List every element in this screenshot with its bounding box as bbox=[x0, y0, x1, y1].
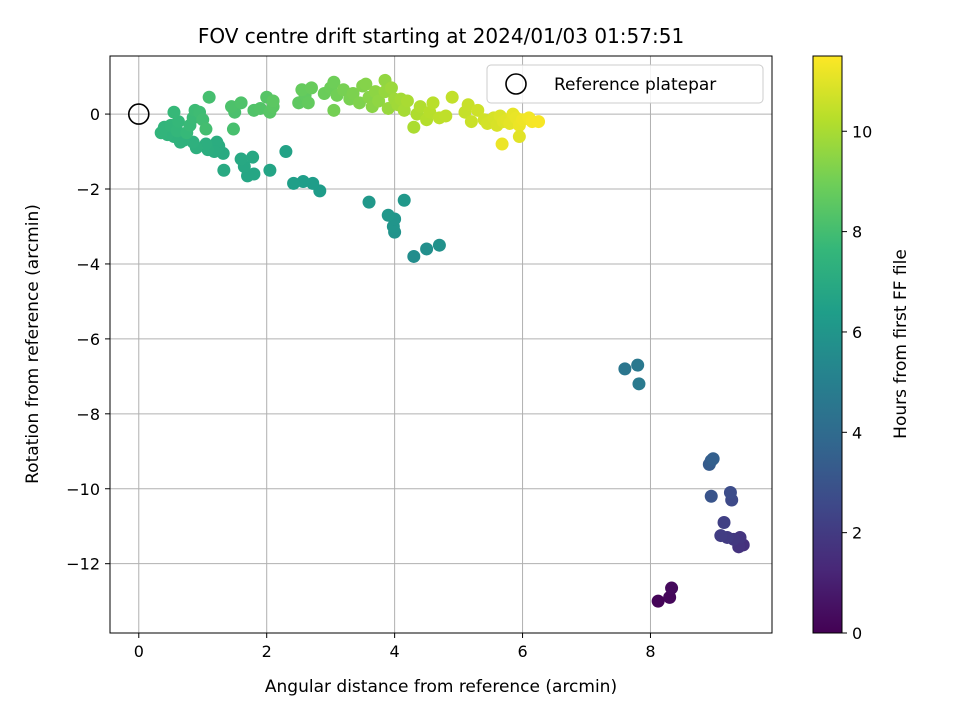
scatter-point bbox=[714, 529, 728, 543]
y-tick-label: −12 bbox=[66, 555, 100, 574]
x-axis-label: Angular distance from reference (arcmin) bbox=[265, 677, 617, 697]
y-axis-ticks: 0 −2 −4 −6 −8 −10 −12 bbox=[66, 105, 110, 574]
scatter-point bbox=[665, 581, 679, 595]
y-tick-label: 0 bbox=[90, 105, 100, 124]
scatter-point bbox=[464, 115, 478, 129]
colorbar: 0 2 4 6 8 10 Hours from first FF file bbox=[812, 55, 911, 643]
scatter-point bbox=[234, 96, 248, 110]
scatter-points bbox=[154, 73, 750, 608]
scatter-point bbox=[372, 94, 386, 108]
legend-open-circle-icon bbox=[505, 73, 527, 95]
legend-box bbox=[486, 64, 764, 104]
scatter-point bbox=[407, 249, 421, 263]
scatter-point bbox=[266, 94, 280, 108]
scatter-point bbox=[400, 94, 414, 108]
scatter-point bbox=[301, 96, 315, 110]
scatter-point bbox=[532, 115, 546, 129]
scatter-point bbox=[413, 100, 427, 114]
y-tick-label: −10 bbox=[66, 480, 100, 499]
plot-frame bbox=[109, 55, 773, 634]
scatter-point bbox=[495, 137, 509, 151]
x-axis-ticks: 0 2 4 6 8 bbox=[134, 633, 656, 661]
scatter-point bbox=[471, 103, 485, 117]
legend: Reference platepar bbox=[486, 64, 764, 104]
scatter-point bbox=[461, 98, 475, 112]
scatter-point bbox=[618, 362, 632, 376]
scatter-point bbox=[202, 90, 216, 104]
scatter-point bbox=[359, 77, 373, 91]
scatter-point bbox=[287, 176, 301, 190]
scatter-point bbox=[397, 193, 411, 207]
scatter-point bbox=[167, 105, 181, 119]
scatter-point bbox=[381, 208, 395, 222]
scatter-point bbox=[512, 130, 526, 144]
y-axis-label: Rotation from reference (arcmin) bbox=[23, 204, 43, 484]
colorbar-tick-label: 4 bbox=[852, 423, 862, 442]
scatter-point bbox=[199, 122, 213, 136]
scatter-point bbox=[226, 122, 240, 136]
scatter-point bbox=[717, 515, 731, 529]
scatter-point bbox=[327, 75, 341, 89]
colorbar-tick-label: 2 bbox=[852, 524, 862, 543]
y-tick-label: −8 bbox=[76, 405, 100, 424]
colorbar-tick-label: 8 bbox=[852, 223, 862, 242]
scatter-point bbox=[352, 96, 366, 110]
scatter-point bbox=[723, 485, 737, 499]
scatter-point bbox=[246, 150, 260, 164]
scatter-point bbox=[631, 358, 645, 372]
scatter-point bbox=[706, 452, 720, 466]
scatter-point bbox=[632, 377, 646, 391]
scatter-point bbox=[362, 195, 376, 209]
scatter-point bbox=[704, 489, 718, 503]
chart-title: FOV centre drift starting at 2024/01/03 … bbox=[198, 24, 684, 48]
colorbar-tick-label: 10 bbox=[852, 122, 872, 141]
y-tick-label: −6 bbox=[76, 330, 100, 349]
reference-platepar-marker bbox=[127, 103, 150, 125]
scatter-point bbox=[651, 594, 665, 608]
colorbar-tick-label: 0 bbox=[852, 624, 862, 643]
colorbar-tick-label: 6 bbox=[852, 323, 862, 342]
scatter-point bbox=[420, 242, 434, 256]
colorbar-gradient bbox=[812, 55, 843, 634]
scatter-point bbox=[426, 96, 440, 110]
colorbar-ticks: 0 2 4 6 8 10 bbox=[842, 122, 872, 643]
y-tick-label: −4 bbox=[76, 255, 100, 274]
scatter-point bbox=[217, 163, 231, 177]
colorbar-label: Hours from first FF file bbox=[891, 249, 911, 439]
scatter-point bbox=[234, 152, 248, 166]
scatter-point bbox=[407, 120, 421, 134]
x-tick-label: 4 bbox=[390, 642, 400, 661]
scatter-point bbox=[439, 109, 453, 123]
scatter-point bbox=[445, 90, 459, 104]
x-tick-label: 6 bbox=[517, 642, 527, 661]
x-tick-label: 8 bbox=[645, 642, 655, 661]
y-tick-label: −2 bbox=[76, 180, 100, 199]
x-tick-label: 0 bbox=[134, 642, 144, 661]
x-tick-label: 2 bbox=[262, 642, 272, 661]
scatter-point bbox=[346, 86, 360, 100]
legend-entry-label: Reference platepar bbox=[554, 75, 716, 95]
scatter-point bbox=[304, 81, 318, 95]
scatter-point bbox=[263, 163, 277, 177]
scatter-point bbox=[384, 81, 398, 95]
scatter-point bbox=[279, 145, 293, 159]
scatter-point bbox=[327, 103, 341, 117]
scatter-point bbox=[432, 238, 446, 252]
